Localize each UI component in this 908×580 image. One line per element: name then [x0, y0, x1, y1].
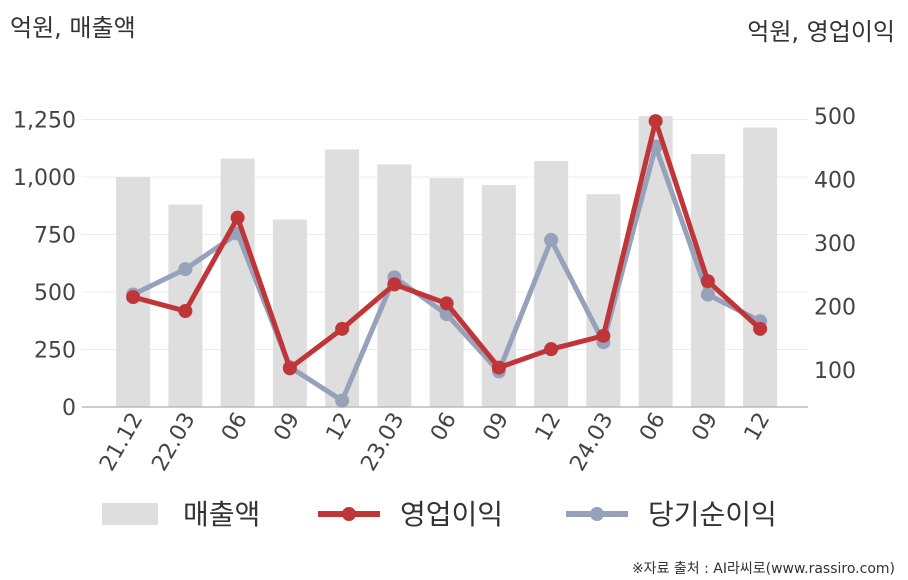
x-tick-label: 12 [740, 409, 776, 446]
x-tick-label: 22.03 [147, 409, 200, 476]
left-tick-label: 1,000 [13, 166, 76, 191]
x-tick-label: 09 [269, 409, 305, 446]
line-point [439, 296, 454, 311]
left-axis-unit-label: 억원, 매출액 [10, 14, 136, 42]
source-footer: ※자료 출처 : AI라씨로(www.rassiro.com) [632, 561, 895, 577]
line-series [126, 114, 768, 408]
bar-series [116, 116, 778, 408]
legend-item: 매출액 [102, 498, 260, 531]
legend-item: 영업이익 [318, 498, 503, 531]
bar [429, 178, 464, 407]
line-point [648, 114, 663, 129]
line-point [700, 287, 715, 302]
bar [743, 127, 778, 408]
right-tick-label: 300 [814, 232, 856, 257]
line-point [491, 360, 506, 375]
line-point [700, 274, 715, 289]
x-tick-label: 06 [426, 409, 462, 446]
x-tick-label: 24.03 [565, 409, 618, 476]
line-point [335, 321, 350, 336]
legend-item: 당기순이익 [566, 498, 777, 531]
line-point [544, 232, 559, 247]
line-point [596, 328, 611, 343]
line-point [230, 210, 245, 225]
x-axis-ticks: 21.12 22.03 06 09 12 23.03 06 09 12 24.03 06 09 12 [95, 409, 775, 476]
x-tick-label: 21.12 [95, 409, 148, 476]
legend-label: 영업이익 [400, 498, 503, 531]
line-point [387, 277, 402, 292]
line-point [178, 262, 193, 277]
bar [220, 158, 255, 407]
legend-marker [342, 507, 356, 521]
right-axis-ticks: 100 200 300 400 500 [814, 105, 856, 384]
x-tick-label: 06 [635, 409, 671, 446]
line-point [544, 342, 559, 357]
left-tick-label: 0 [62, 396, 76, 421]
right-tick-label: 500 [814, 105, 856, 130]
bar [325, 149, 360, 407]
x-tick-label: 09 [478, 409, 514, 446]
line-point [126, 290, 141, 305]
x-tick-label: 06 [217, 409, 253, 446]
line-point [178, 304, 193, 319]
right-tick-label: 200 [814, 296, 856, 321]
bar [272, 219, 307, 407]
line-point [282, 361, 297, 376]
x-tick-label: 23.03 [356, 409, 409, 476]
x-tick-label: 09 [687, 409, 723, 446]
left-tick-label: 500 [34, 281, 76, 306]
x-tick-label: 12 [322, 409, 358, 446]
legend: 매출액 영업이익 당기순이익 [102, 498, 777, 531]
legend-marker [590, 507, 604, 521]
left-tick-label: 750 [34, 224, 76, 249]
left-tick-label: 250 [34, 339, 76, 364]
series-line-group [126, 114, 768, 376]
left-tick-label: 1,250 [13, 109, 76, 134]
line-point [335, 393, 350, 408]
legend-label: 당기순이익 [648, 498, 777, 531]
right-axis-unit-label: 억원, 영업이익 [747, 18, 895, 46]
right-tick-label: 400 [814, 169, 856, 194]
legend-label: 매출액 [183, 498, 260, 531]
legend-swatch [102, 503, 158, 525]
x-tick-label: 12 [531, 409, 567, 446]
line-point [753, 321, 768, 336]
left-axis-ticks: 0 250 500 750 1,000 1,250 [13, 109, 76, 422]
bar [534, 160, 569, 407]
right-tick-label: 100 [814, 359, 856, 384]
